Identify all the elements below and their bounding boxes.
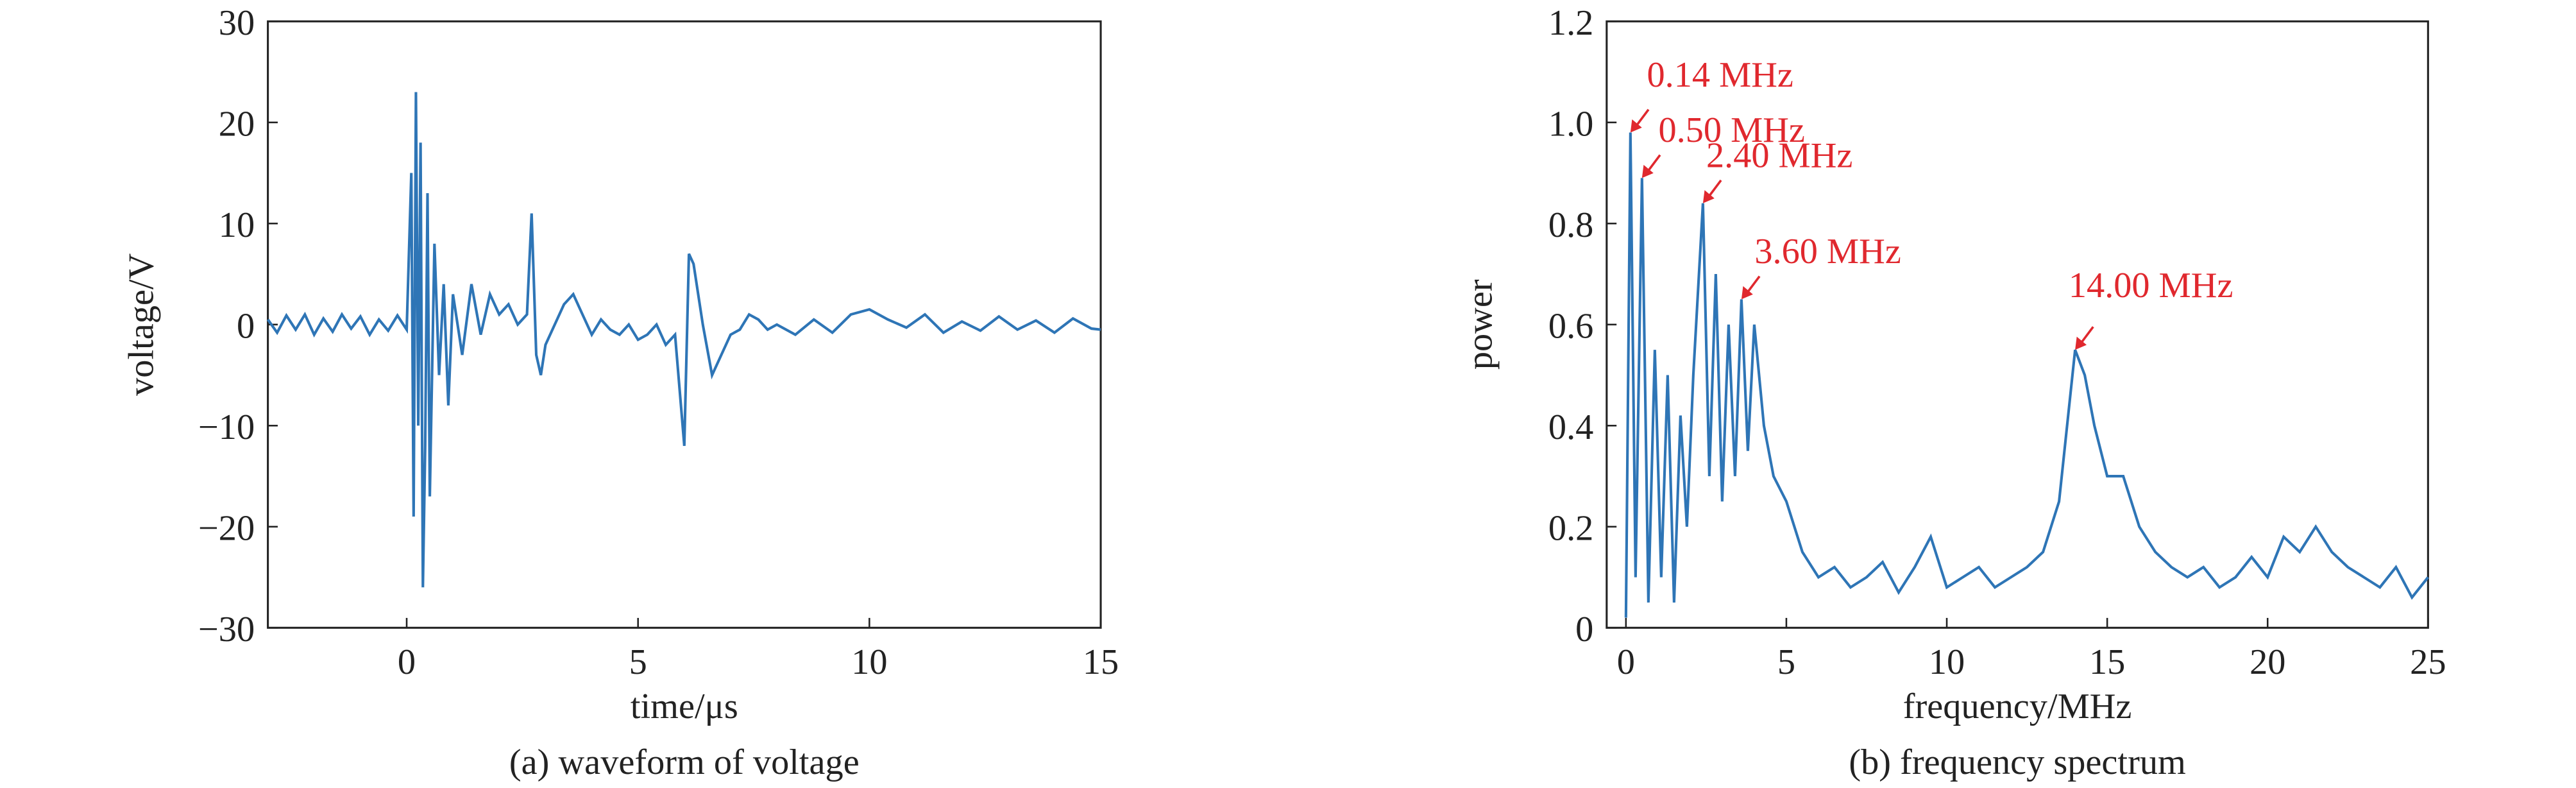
y-tick-label: 0.8 — [1548, 205, 1593, 245]
x-axis-label: time/μs — [631, 687, 738, 726]
y-tick-label: 0.2 — [1548, 508, 1593, 548]
x-tick-label: 5 — [629, 642, 647, 682]
x-tick-label: 15 — [2089, 642, 2125, 682]
y-tick-label: 20 — [219, 104, 255, 144]
y-axis-label: power — [1461, 279, 1500, 370]
caption: (a) waveform of voltage — [509, 742, 860, 782]
annotation-arrowhead — [2075, 336, 2087, 350]
x-tick-label: 0 — [1617, 642, 1635, 682]
annotation-label: 14.00 MHz — [2069, 266, 2233, 305]
y-tick-label: −30 — [198, 610, 255, 649]
annotation-label: 2.40 MHz — [1706, 135, 1852, 175]
annotation-arrowhead — [1641, 164, 1654, 178]
x-axis-label: frequency/MHz — [1903, 687, 2132, 726]
annotation-arrowhead — [1630, 119, 1642, 133]
annotation-arrowhead — [1702, 190, 1715, 203]
x-tick-label: 25 — [2410, 642, 2446, 682]
x-tick-label: 0 — [398, 642, 416, 682]
annotation-label: 3.60 MHz — [1754, 232, 1901, 271]
y-tick-label: 0.6 — [1548, 306, 1593, 346]
caption: (b) frequency spectrum — [1849, 742, 2186, 782]
y-axis-label: voltage/V — [121, 253, 161, 395]
annotation-label: 0.50 MHz — [1658, 110, 1804, 150]
y-tick-label: −10 — [198, 407, 255, 447]
x-tick-label: 10 — [1929, 642, 1965, 682]
y-tick-label: 0 — [1575, 610, 1593, 649]
y-tick-label: 1.0 — [1548, 104, 1593, 144]
x-tick-label: 5 — [1777, 642, 1795, 682]
data-line — [266, 92, 1101, 588]
x-tick-label: 20 — [2250, 642, 2285, 682]
y-tick-label: 10 — [219, 205, 255, 245]
annotation-label: 0.14 MHz — [1647, 55, 1793, 95]
x-tick-label: 10 — [851, 642, 887, 682]
data-line — [1624, 132, 2429, 618]
y-tick-label: 30 — [219, 3, 255, 43]
x-tick-label: 15 — [1083, 642, 1119, 682]
annotation-arrowhead — [1741, 286, 1753, 300]
y-tick-label: 1.2 — [1548, 3, 1593, 43]
y-tick-label: −20 — [198, 508, 255, 548]
y-tick-label: 0 — [237, 306, 255, 346]
y-tick-label: 0.4 — [1548, 407, 1593, 447]
